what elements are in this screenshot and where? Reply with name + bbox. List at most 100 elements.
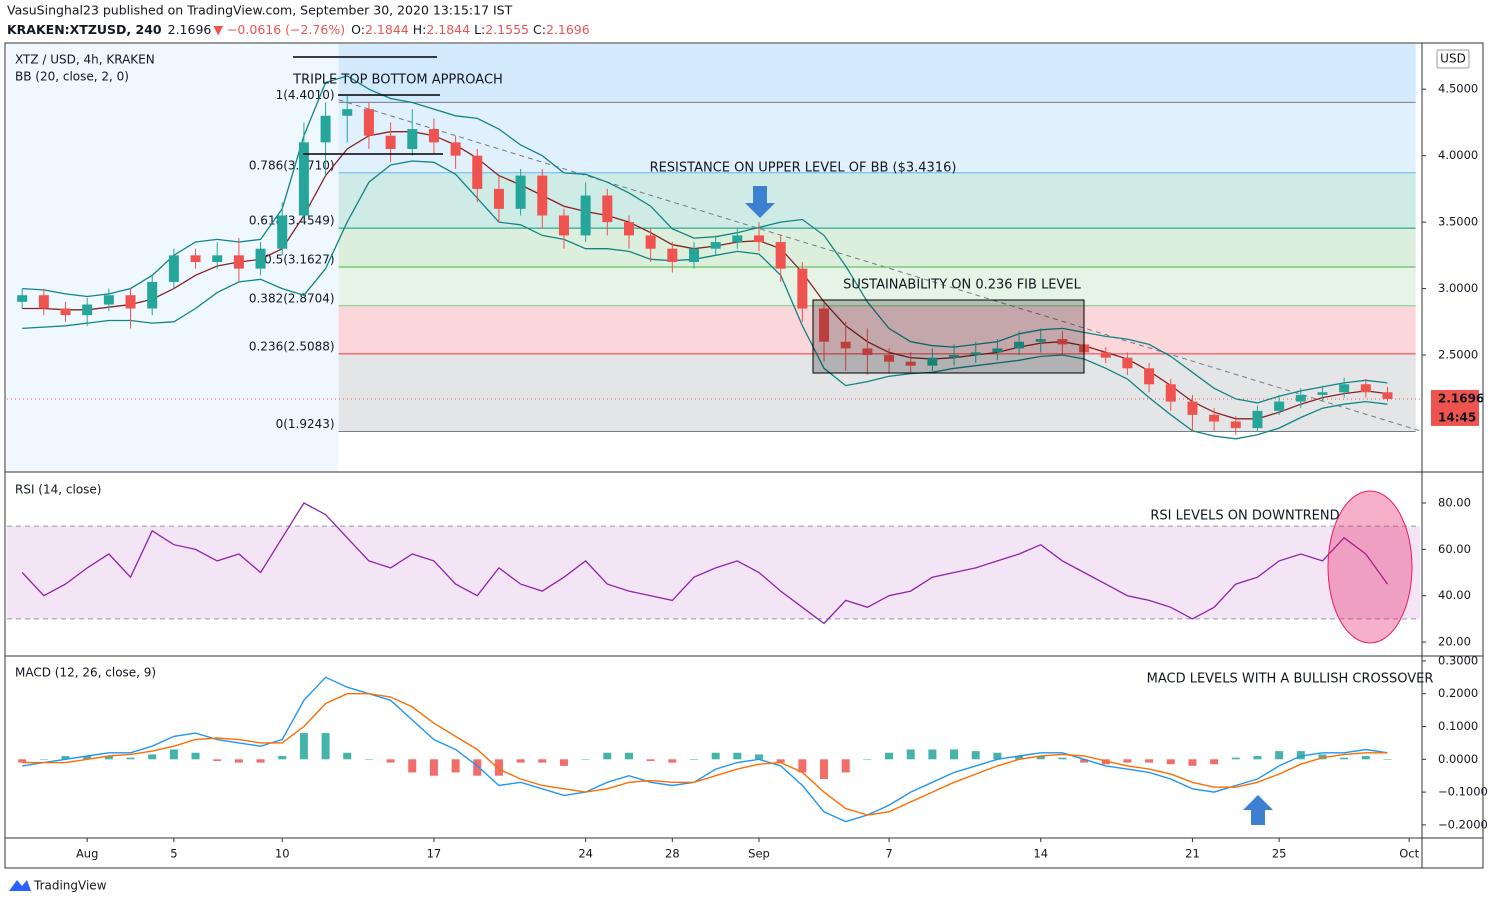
macd-histogram-bar [321,733,330,760]
fib-zone-above [338,44,1416,103]
candle-body [60,308,71,316]
candle-body [1274,401,1285,411]
candle-body [602,195,613,223]
rsi-band [7,526,1420,619]
macd-histogram-bar [39,759,48,760]
o-label: O: [351,22,365,37]
candle-body [298,142,309,216]
y-tick-label: 4.0000 [1438,148,1478,162]
annotation: SUSTAINABILITY ON 0.236 FIB LEVEL [843,278,1082,293]
macd-histogram-bar [950,749,959,760]
macd-histogram-bar [83,756,92,760]
macd-histogram-bar [820,759,829,779]
pane-title: RSI (14, close) [15,483,101,497]
macd-histogram-bar [603,752,612,760]
bb-basis [22,131,1388,420]
fib-level-label: 0.786(3.8710) [249,158,335,172]
candle-body [277,215,288,249]
fib-zone [338,102,1416,173]
pane-title: XTZ / USD, 4h, KRAKEN [15,53,155,67]
candle-body [1382,392,1393,399]
c-value: 2.1696 [546,22,590,37]
macd-histogram-bar [668,759,677,763]
macd-histogram-bar [1123,759,1132,763]
candle-body [17,295,28,302]
macd-histogram-bar [646,759,655,761]
x-tick-label: 5 [170,847,177,861]
x-tick-label: 17 [427,847,442,861]
candle-body [450,142,461,156]
macd-histogram-bar [1166,759,1175,765]
macd-histogram-bar [1318,754,1327,760]
candle-body [775,242,786,269]
pane-title: MACD (12, 26, close, 9) [15,666,156,680]
y-tick-label: 40.00 [1438,588,1471,602]
candle-body [1209,414,1220,422]
macd-histogram-bar [1210,759,1219,765]
candle-body [472,155,483,189]
candle-body [645,235,656,249]
candle-body [884,355,895,362]
plot-layers: 1(4.4010) 0.786(3.8710) 0.618(3.4549) 0.5(3… [7,44,1488,861]
macd-histogram-bar [624,752,633,760]
candle-body [82,304,93,316]
candle-body [168,255,179,282]
last-time-label: 14:45 [1438,410,1476,424]
candle-body [255,248,266,269]
macd-histogram-bar [494,759,503,776]
x-tick-label: 21 [1185,847,1200,861]
y-tick-label: 0.2000 [1438,686,1478,700]
macd-histogram-bar [906,749,915,760]
macd-histogram-bar [1015,756,1024,760]
macd-histogram-bar [299,733,308,760]
y-tick-label: 0.1000 [1438,719,1478,733]
candle-body [1360,384,1371,393]
candle-body [1014,341,1025,349]
macd-histogram-bar [993,752,1002,760]
macd-histogram-bar [538,759,547,763]
candle-body [992,348,1003,353]
x-tick-label: 7 [885,847,892,861]
y-tick-label: −0.2000 [1438,817,1488,831]
annotation: TRIPLE TOP BOTTOM APPROACH [292,73,503,88]
candle-body [1187,401,1198,415]
macd-histogram-bar [689,759,698,760]
candle-body [970,352,981,356]
fib-level-label: 0.618(3.4549) [249,214,335,228]
publisher-line: VasuSinghal23 published on TradingView.c… [7,3,513,18]
macd-histogram-bar [256,759,265,763]
fib-level-label: 0.236(2.5088) [249,339,335,353]
macd-histogram-bar [971,751,980,760]
macd-histogram-bar [1101,759,1110,765]
macd-histogram-bar [755,754,764,760]
last-price-label: 2.1696 [1438,391,1484,405]
l-label: L: [474,22,485,37]
macd-histogram-bar [18,759,27,763]
candle-body [212,255,223,262]
macd-histogram-bar [711,752,720,760]
macd-histogram-bar [516,759,525,763]
bb-lower [22,160,1388,440]
macd-histogram-bar [1145,759,1154,763]
down-arrow [745,186,775,218]
candle-body [385,135,396,150]
logo-mark [9,880,31,891]
candle-body [819,308,830,342]
candle-body [905,361,916,366]
fib-level-label: 0(1.9243) [276,417,335,431]
candle-body [1057,339,1068,345]
macd-histogram-bar [61,756,70,760]
frame [4,42,1484,869]
macd-signal-line [22,693,1388,816]
macd-histogram-bar [191,752,200,760]
macd-histogram-bar [213,759,222,761]
y-tick-label: 4.5000 [1438,82,1478,96]
footer-brand: TradingView [33,879,107,893]
x-tick-label: 24 [578,847,593,861]
y-tick-label: 0.0000 [1438,752,1478,766]
indicator-title: BB (20, close, 2, 0) [15,70,129,84]
candle-body [1035,339,1046,342]
candle-body [537,175,548,216]
o-value: 2.1844 [365,22,409,37]
